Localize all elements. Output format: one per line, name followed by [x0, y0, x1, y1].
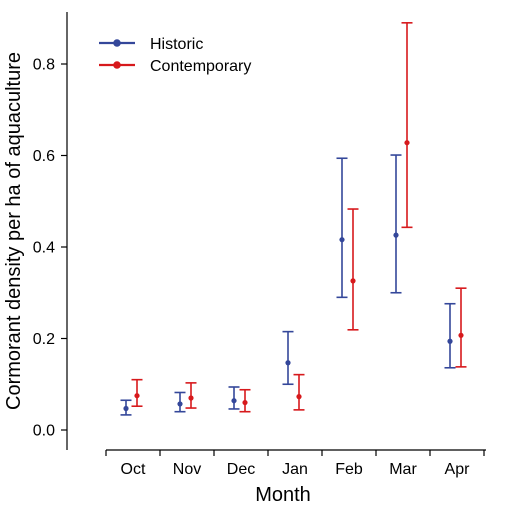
x-tick-label: Apr: [445, 461, 471, 478]
historic-point: [123, 405, 129, 412]
contemporary-point: [134, 393, 140, 399]
x-axis-ticks: Oct Nov Dec Jan Feb Mar Apr: [105, 450, 485, 478]
legend: Historic Contemporary: [99, 36, 251, 75]
historic-point: [285, 360, 291, 366]
contemporary-point: [404, 140, 410, 146]
x-tick-label: Oct: [121, 461, 146, 478]
legend-historic-label: Historic: [150, 36, 203, 53]
contemporary-point: [296, 394, 302, 400]
contemporary-point: [350, 278, 356, 284]
historic-point: [177, 401, 183, 407]
y-tick-label: 0.2: [33, 331, 55, 348]
x-tick-label: Jan: [282, 461, 308, 478]
data-marks: [120, 22, 467, 416]
y-tick-label: 0.4: [33, 240, 55, 257]
historic-point: [447, 338, 453, 344]
historic-point: [393, 232, 399, 238]
y-tick-label: 0.8: [33, 57, 55, 74]
x-tick-label: Feb: [335, 461, 363, 478]
y-tick-label: 0.0: [33, 423, 55, 440]
contemporary-point: [188, 395, 194, 401]
x-tick-label: Nov: [173, 461, 201, 478]
y-axis-ticks: 0.0 0.2 0.4 0.6 0.8: [33, 57, 67, 440]
x-tick-label: Dec: [227, 461, 255, 478]
contemporary-point: [242, 399, 248, 406]
y-axis-title: Cormorant density per ha of aquaculture: [3, 52, 25, 410]
legend-contemporary-swatch-dot: [113, 61, 121, 69]
contemporary-point: [458, 332, 464, 338]
y-tick-label: 0.6: [33, 148, 55, 165]
legend-contemporary-label: Contemporary: [150, 58, 251, 75]
historic-point: [231, 398, 237, 404]
x-axis-title: Month: [255, 484, 311, 506]
x-tick-label: Mar: [389, 461, 417, 478]
legend-historic-swatch-dot: [113, 39, 121, 47]
historic-point: [339, 237, 345, 243]
